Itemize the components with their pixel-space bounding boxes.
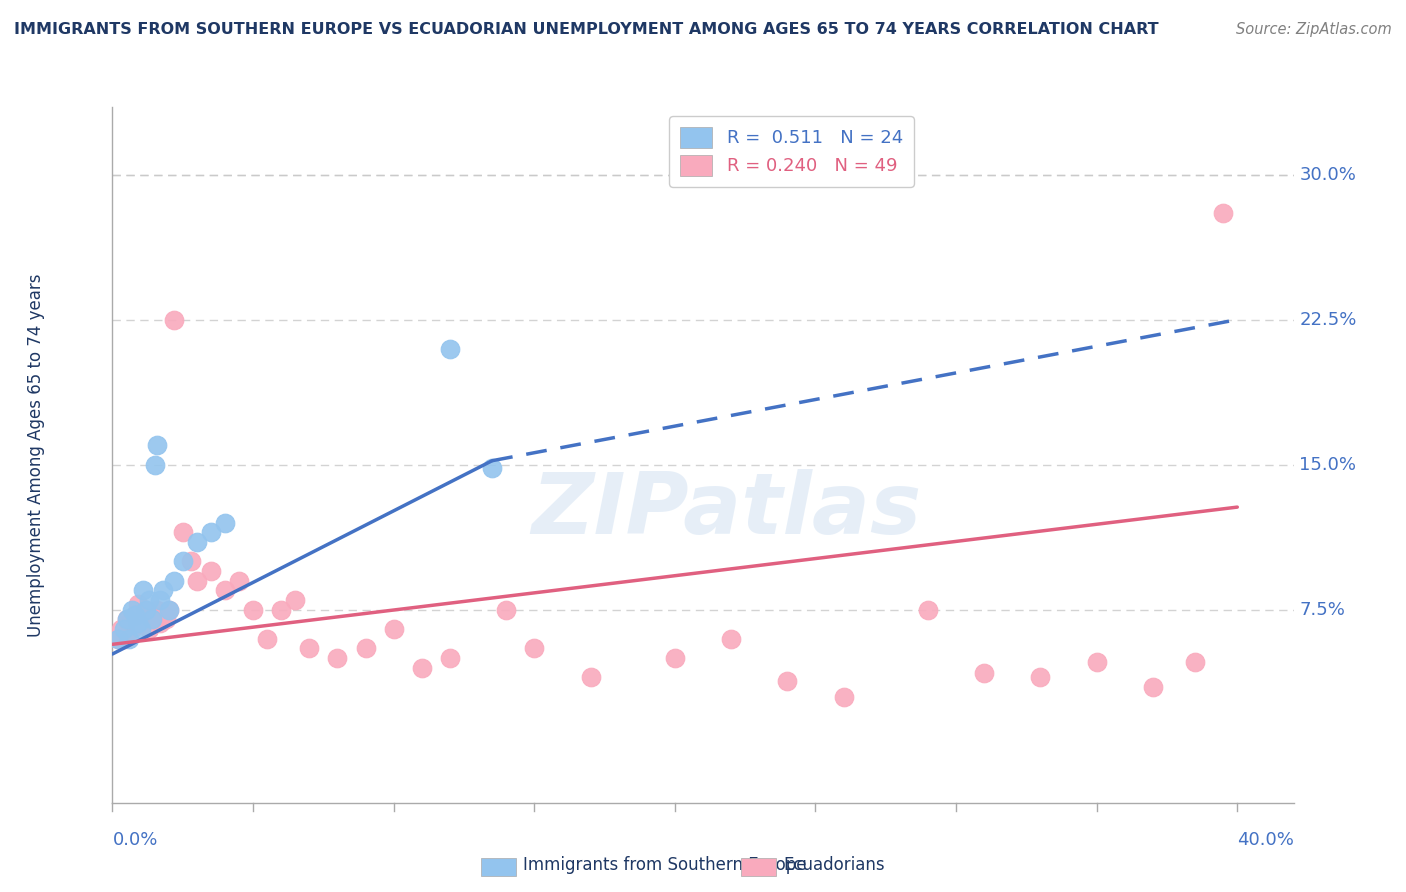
Point — [326, 651, 349, 665]
Point — [256, 632, 278, 646]
Point — [132, 615, 155, 630]
Point — [200, 564, 222, 578]
Point — [1212, 206, 1234, 220]
Point — [776, 674, 799, 689]
Text: 30.0%: 30.0% — [1299, 166, 1357, 184]
Point — [107, 632, 129, 646]
Text: Immigrants from Southern Europe: Immigrants from Southern Europe — [523, 856, 807, 874]
Point — [135, 602, 157, 616]
Point — [157, 602, 180, 616]
Point — [298, 641, 321, 656]
Text: 15.0%: 15.0% — [1299, 456, 1357, 474]
Point — [135, 602, 157, 616]
Point — [1184, 655, 1206, 669]
Point — [172, 525, 194, 540]
Point — [121, 602, 143, 616]
Point — [720, 632, 742, 646]
Point — [917, 602, 939, 616]
FancyBboxPatch shape — [481, 858, 516, 876]
Point — [141, 612, 163, 626]
Point — [149, 615, 172, 630]
Point — [146, 602, 169, 616]
Point — [129, 622, 152, 636]
Point — [163, 574, 186, 588]
Text: Source: ZipAtlas.com: Source: ZipAtlas.com — [1236, 22, 1392, 37]
Point — [439, 342, 461, 356]
Point — [664, 651, 686, 665]
Text: 7.5%: 7.5% — [1299, 600, 1346, 618]
Text: Unemployment Among Ages 65 to 74 years: Unemployment Among Ages 65 to 74 years — [27, 273, 45, 637]
Point — [152, 583, 174, 598]
Point — [143, 612, 166, 626]
Point — [214, 516, 236, 530]
Point — [129, 612, 152, 626]
Text: ZIPatlas: ZIPatlas — [531, 469, 922, 552]
Point — [270, 602, 292, 616]
Point — [155, 612, 177, 626]
Point — [107, 632, 129, 646]
Point — [439, 651, 461, 665]
Point — [354, 641, 377, 656]
Point — [115, 612, 138, 626]
Point — [172, 554, 194, 568]
Point — [180, 554, 202, 568]
Point — [110, 622, 132, 636]
Point — [411, 660, 433, 674]
Point — [214, 583, 236, 598]
Point — [382, 622, 405, 636]
Text: Ecuadorians: Ecuadorians — [783, 856, 884, 874]
Point — [579, 670, 602, 684]
Point — [127, 615, 149, 630]
Point — [1029, 670, 1052, 684]
Point — [973, 666, 995, 681]
Point — [523, 641, 546, 656]
FancyBboxPatch shape — [741, 858, 776, 876]
Point — [228, 574, 250, 588]
Point — [138, 592, 160, 607]
Point — [124, 608, 146, 623]
Point — [112, 622, 135, 636]
Point — [152, 608, 174, 623]
Point — [138, 622, 160, 636]
Text: 22.5%: 22.5% — [1299, 310, 1357, 328]
Point — [149, 592, 172, 607]
Point — [118, 632, 141, 646]
Point — [121, 622, 143, 636]
Text: 0.0%: 0.0% — [112, 830, 157, 848]
Text: 40.0%: 40.0% — [1237, 830, 1294, 848]
Point — [1142, 680, 1164, 694]
Point — [242, 602, 264, 616]
Text: IMMIGRANTS FROM SOUTHERN EUROPE VS ECUADORIAN UNEMPLOYMENT AMONG AGES 65 TO 74 Y: IMMIGRANTS FROM SOUTHERN EUROPE VS ECUAD… — [14, 22, 1159, 37]
Point — [186, 535, 208, 549]
Point — [495, 602, 517, 616]
Point — [481, 461, 503, 475]
Point — [186, 574, 208, 588]
Point — [118, 615, 141, 630]
Point — [115, 612, 138, 626]
Point — [132, 583, 155, 598]
Point — [112, 632, 135, 646]
Point — [163, 312, 186, 326]
Point — [832, 690, 855, 704]
Point — [1085, 655, 1108, 669]
Point — [284, 592, 307, 607]
Point — [124, 608, 146, 623]
Point — [143, 458, 166, 472]
Point — [200, 525, 222, 540]
Point — [146, 438, 169, 452]
Point — [127, 597, 149, 611]
Legend: R =  0.511   N = 24, R = 0.240   N = 49: R = 0.511 N = 24, R = 0.240 N = 49 — [669, 116, 914, 186]
Point — [157, 602, 180, 616]
